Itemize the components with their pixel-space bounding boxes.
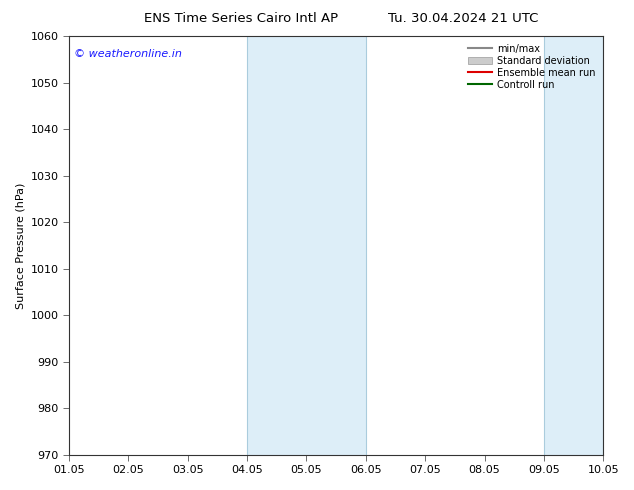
Y-axis label: Surface Pressure (hPa): Surface Pressure (hPa) bbox=[15, 182, 25, 309]
Text: Tu. 30.04.2024 21 UTC: Tu. 30.04.2024 21 UTC bbox=[387, 12, 538, 25]
Legend: min/max, Standard deviation, Ensemble mean run, Controll run: min/max, Standard deviation, Ensemble me… bbox=[465, 41, 598, 93]
Bar bbox=[544, 36, 603, 455]
Text: ENS Time Series Cairo Intl AP: ENS Time Series Cairo Intl AP bbox=[144, 12, 338, 25]
Bar bbox=[247, 36, 366, 455]
Text: © weatheronline.in: © weatheronline.in bbox=[74, 49, 183, 59]
